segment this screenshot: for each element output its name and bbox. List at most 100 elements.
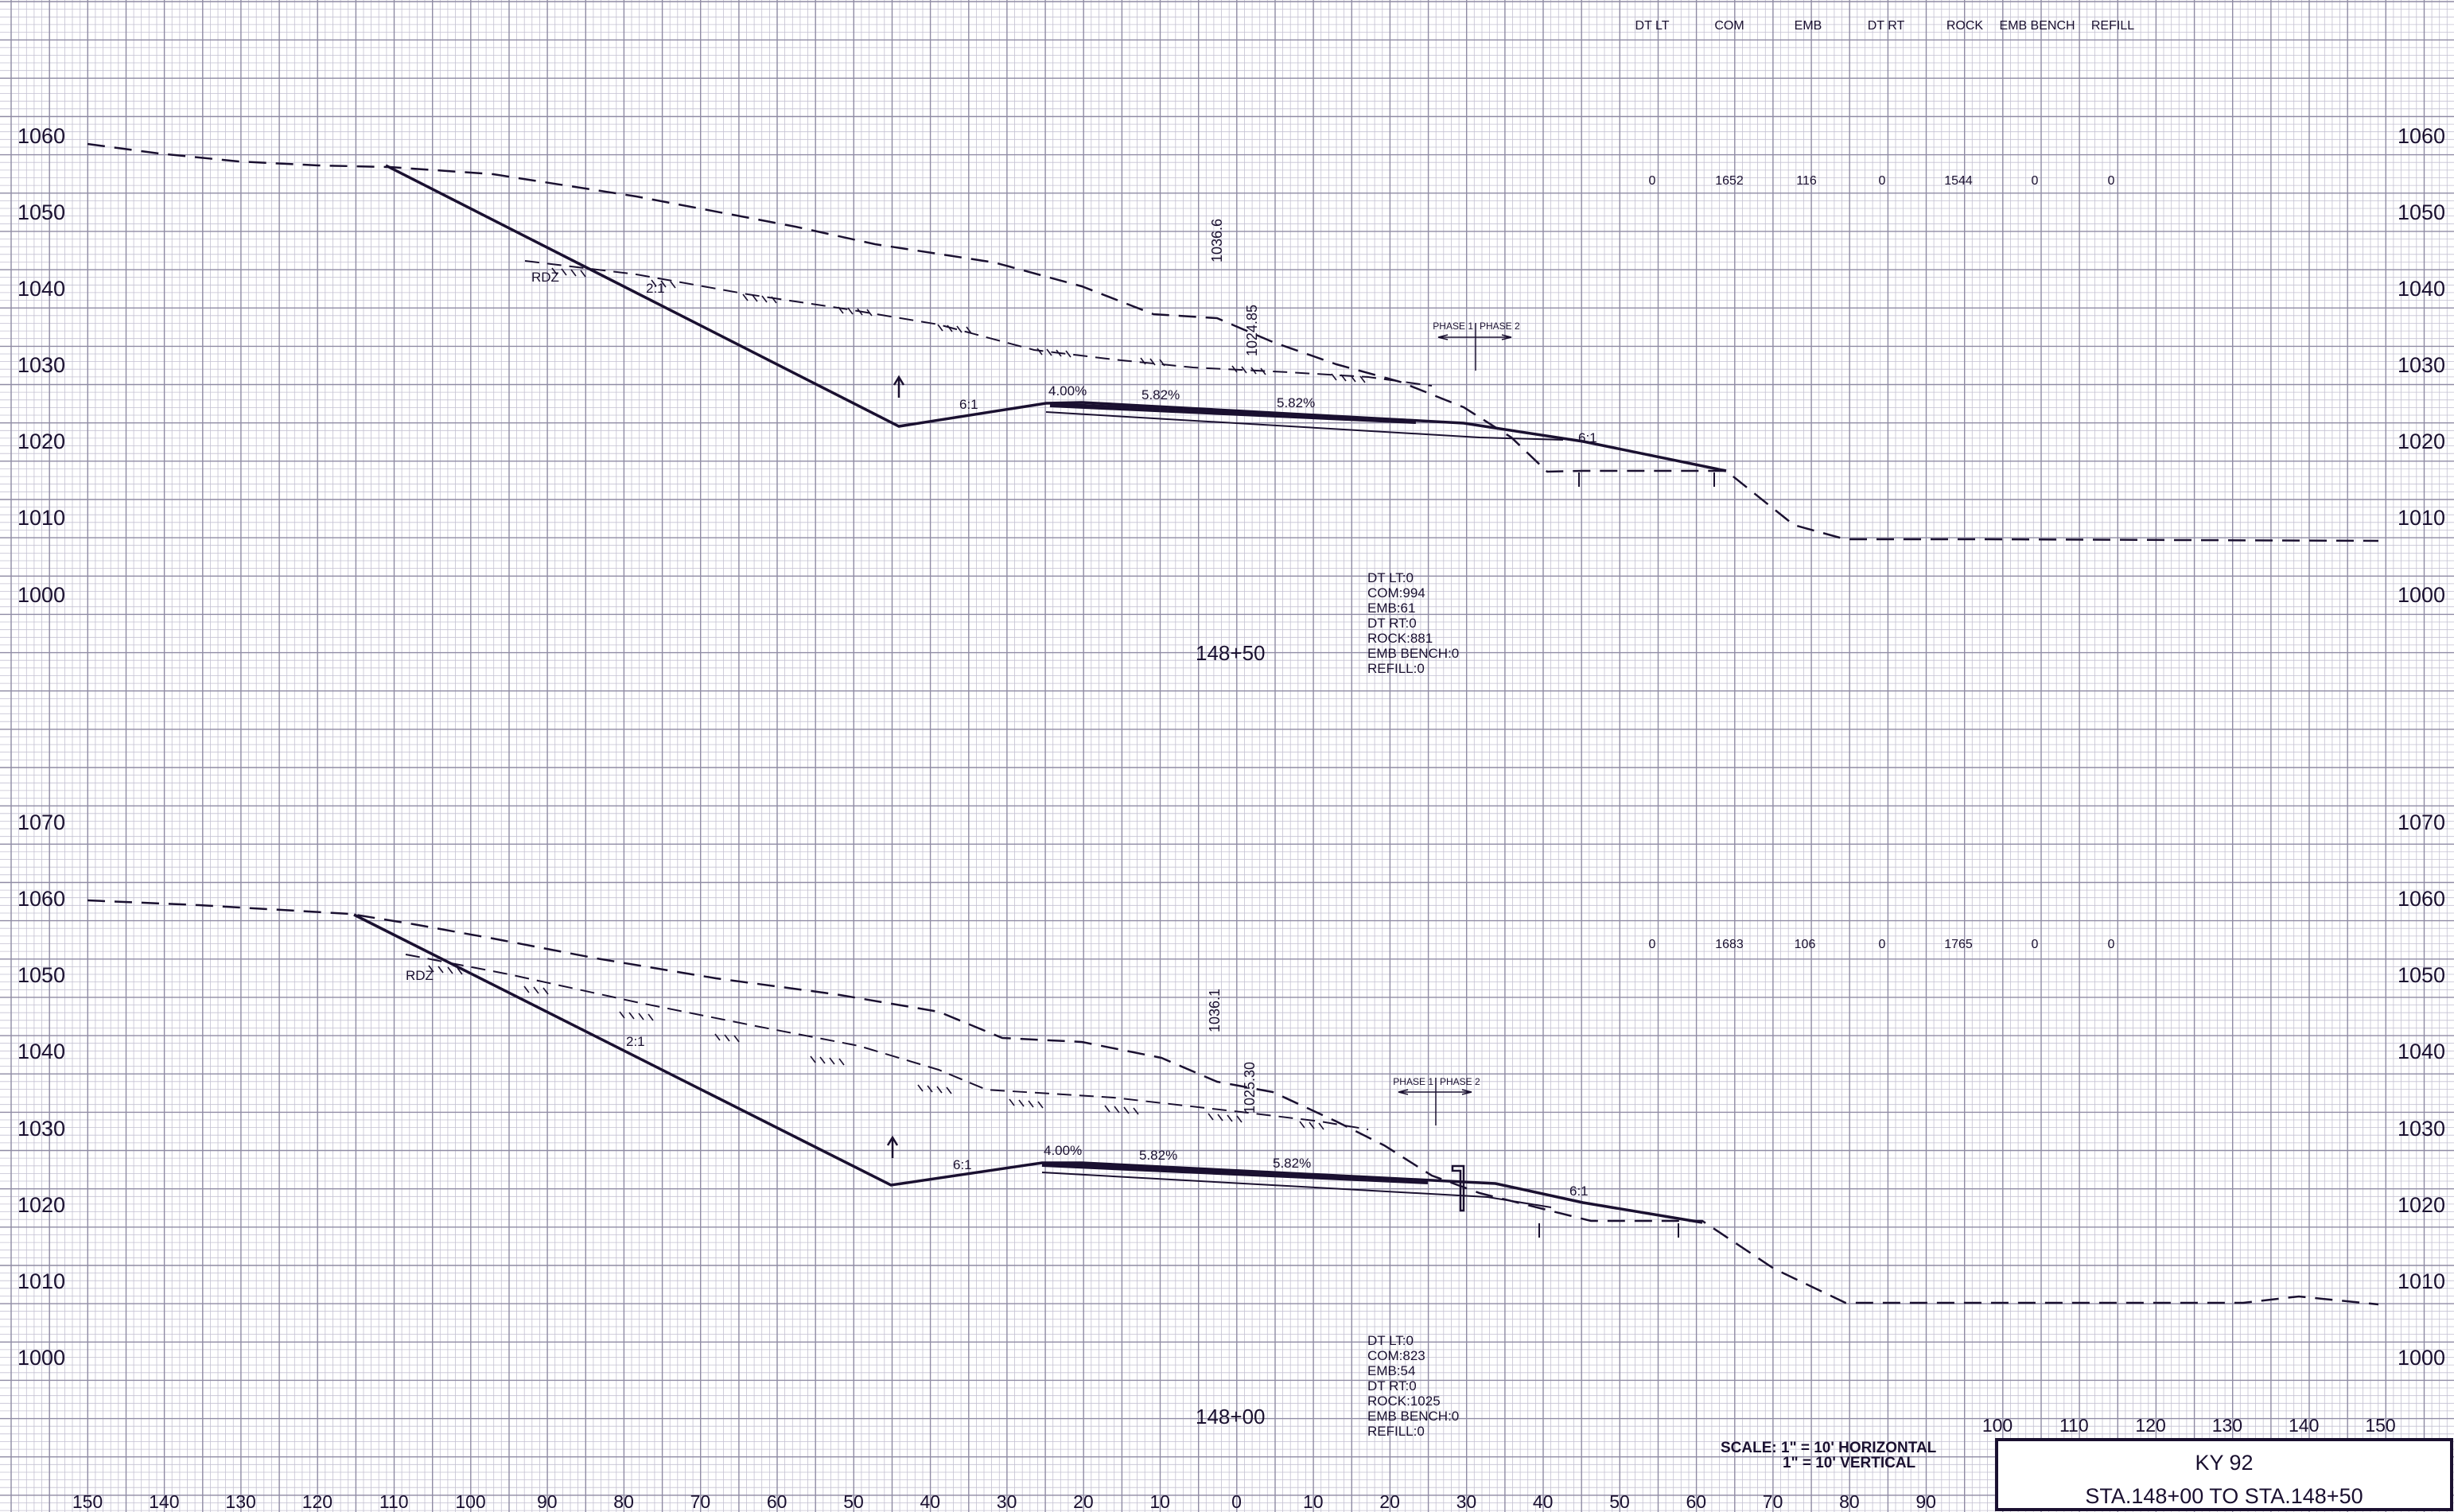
elev-label: 1050 [2398,200,2445,224]
note-refill: REFILL:0 [1367,661,1425,676]
note-emb-bench: EMB BENCH:0 [1367,1409,1459,1424]
pavement-layer [1045,411,1564,441]
elev-label: 1030 [18,353,65,377]
header-rock: ROCK [1946,19,1984,33]
elev-label: 1040 [2398,277,2445,301]
elev-label: 1020 [18,430,65,453]
note-rock: ROCK:1025 [1367,1393,1441,1409]
volume-emb-bench: 0 [2032,938,2039,951]
note-com: COM:994 [1367,585,1425,601]
note-com: COM:823 [1367,1348,1425,1363]
grade-label: 5.82% [1139,1148,1177,1163]
slope-label-right: 6:1 [1578,430,1597,445]
offset-axis: 150 140 130 120 110 100 90 80 70 60 50 40 30 20 10 0 10 2… [72,1491,1936,1512]
note-dt-lt: DT LT:0 [1367,1333,1414,1348]
phase-marker: PHASE 1 PHASE 2 [1433,321,1520,371]
elev-label: 1040 [2398,1040,2445,1063]
title-station-range: STA.148+00 TO STA.148+50 [2085,1484,2363,1508]
title-route: KY 92 [2195,1451,2253,1475]
rock-hatching [551,267,1366,383]
elev-label: 1060 [18,887,65,911]
grade-label: 5.82% [1277,395,1315,410]
elev-label: 1060 [2398,124,2445,148]
elev-label: 1010 [2398,1269,2445,1293]
offset-label: 100 [1982,1415,2013,1436]
scale-horizontal: SCALE: 1" = 10' HORIZONTAL [1721,1440,1937,1456]
volume-dt-lt: 0 [1649,938,1656,951]
elev-label: 1040 [18,277,65,301]
elev-label: 1010 [18,1269,65,1293]
offset-label: 110 [379,1491,409,1512]
slope-label-left-fore: 6:1 [953,1157,972,1172]
offset-label: 130 [225,1491,255,1512]
volume-emb: 116 [1796,174,1817,188]
slope-label-left-back: 2:1 [626,1034,645,1049]
offset-label: 70 [1763,1491,1783,1512]
existing-ground-line [87,142,2379,542]
title-block-frame [1995,1438,2453,1511]
proposed-template [353,913,1703,1224]
offset-label: 40 [1533,1491,1554,1512]
note-dt-rt: DT RT:0 [1367,1378,1417,1393]
offset-label: 60 [1686,1491,1707,1512]
offset-label: 60 [767,1491,788,1512]
volume-refill: 0 [2108,938,2115,951]
title-block: KY 92 STA.148+00 TO STA.148+50 [1995,1438,2453,1511]
elev-label: 1010 [18,506,65,530]
note-emb: EMB:61 [1367,601,1415,616]
station-label: 148+00 [1196,1405,1265,1428]
volume-dt-rt: 0 [1879,174,1886,188]
volume-dt-rt: 0 [1879,938,1886,951]
elev-label: 1040 [18,1040,65,1063]
station-label: 148+50 [1196,641,1265,665]
elev-label: 1020 [2398,1193,2445,1217]
offset-label: 10 [1149,1491,1170,1512]
volume-rock: 1765 [1944,938,1973,951]
phase-right-label: PHASE 2 [1440,1076,1480,1087]
offset-label: 20 [1379,1491,1400,1512]
grade-label: 4.00% [1044,1143,1082,1158]
section-148-50: 1060 1050 1040 1030 1020 1010 1000 1060 … [18,124,2445,676]
offset-axis-right: 100 110 120 130 140 150 [1982,1415,2396,1436]
note-emb: EMB:54 [1367,1363,1415,1378]
section-148-00: 1070 1060 1050 1040 1030 1020 1010 1000 … [18,810,2445,1439]
offset-label: 10 [1303,1491,1324,1512]
elev-label: 1030 [2398,353,2445,377]
header-emb-bench: EMB BENCH [1999,19,2075,33]
rock-line [524,260,1433,387]
offset-label: 50 [843,1491,864,1512]
elev-label: 1070 [2398,810,2445,834]
elev-label: 1000 [18,583,65,607]
elev-label: 1020 [18,1193,65,1217]
offset-label: 100 [455,1491,485,1512]
phase-right-label: PHASE 2 [1480,321,1520,332]
offset-label: 140 [149,1491,179,1512]
centerline-ground-elev: 1036.1 [1207,989,1223,1032]
elev-label: 1010 [2398,506,2445,530]
elev-label: 1000 [18,1346,65,1370]
header-com: COM [1714,19,1744,33]
note-emb-bench: EMB BENCH:0 [1367,646,1459,661]
offset-label: 90 [537,1491,558,1512]
elev-label: 1050 [18,200,65,224]
elev-label: 1030 [2398,1117,2445,1141]
header-emb: EMB [1795,19,1822,33]
note-dt-rt: DT RT:0 [1367,616,1417,631]
volume-emb-bench: 0 [2032,174,2039,188]
header-dt-rt: DT RT [1868,19,1905,33]
phase-left-label: PHASE 1 [1433,321,1473,332]
offset-label: 30 [1456,1491,1477,1512]
elev-label: 1050 [2398,963,2445,987]
ditch-marker [1578,472,1715,487]
offset-label: 80 [1839,1491,1860,1512]
existing-ground-line [87,899,2379,1306]
volume-com: 1652 [1715,174,1744,188]
elev-label: 1060 [2398,887,2445,911]
ditch-marker [1538,1223,1679,1238]
rdz-label: RDZ [531,270,559,285]
elev-label: 1070 [18,810,65,834]
phase-left-label: PHASE 1 [1393,1076,1433,1087]
offset-label: 80 [613,1491,634,1512]
elev-label: 1000 [2398,1346,2445,1370]
